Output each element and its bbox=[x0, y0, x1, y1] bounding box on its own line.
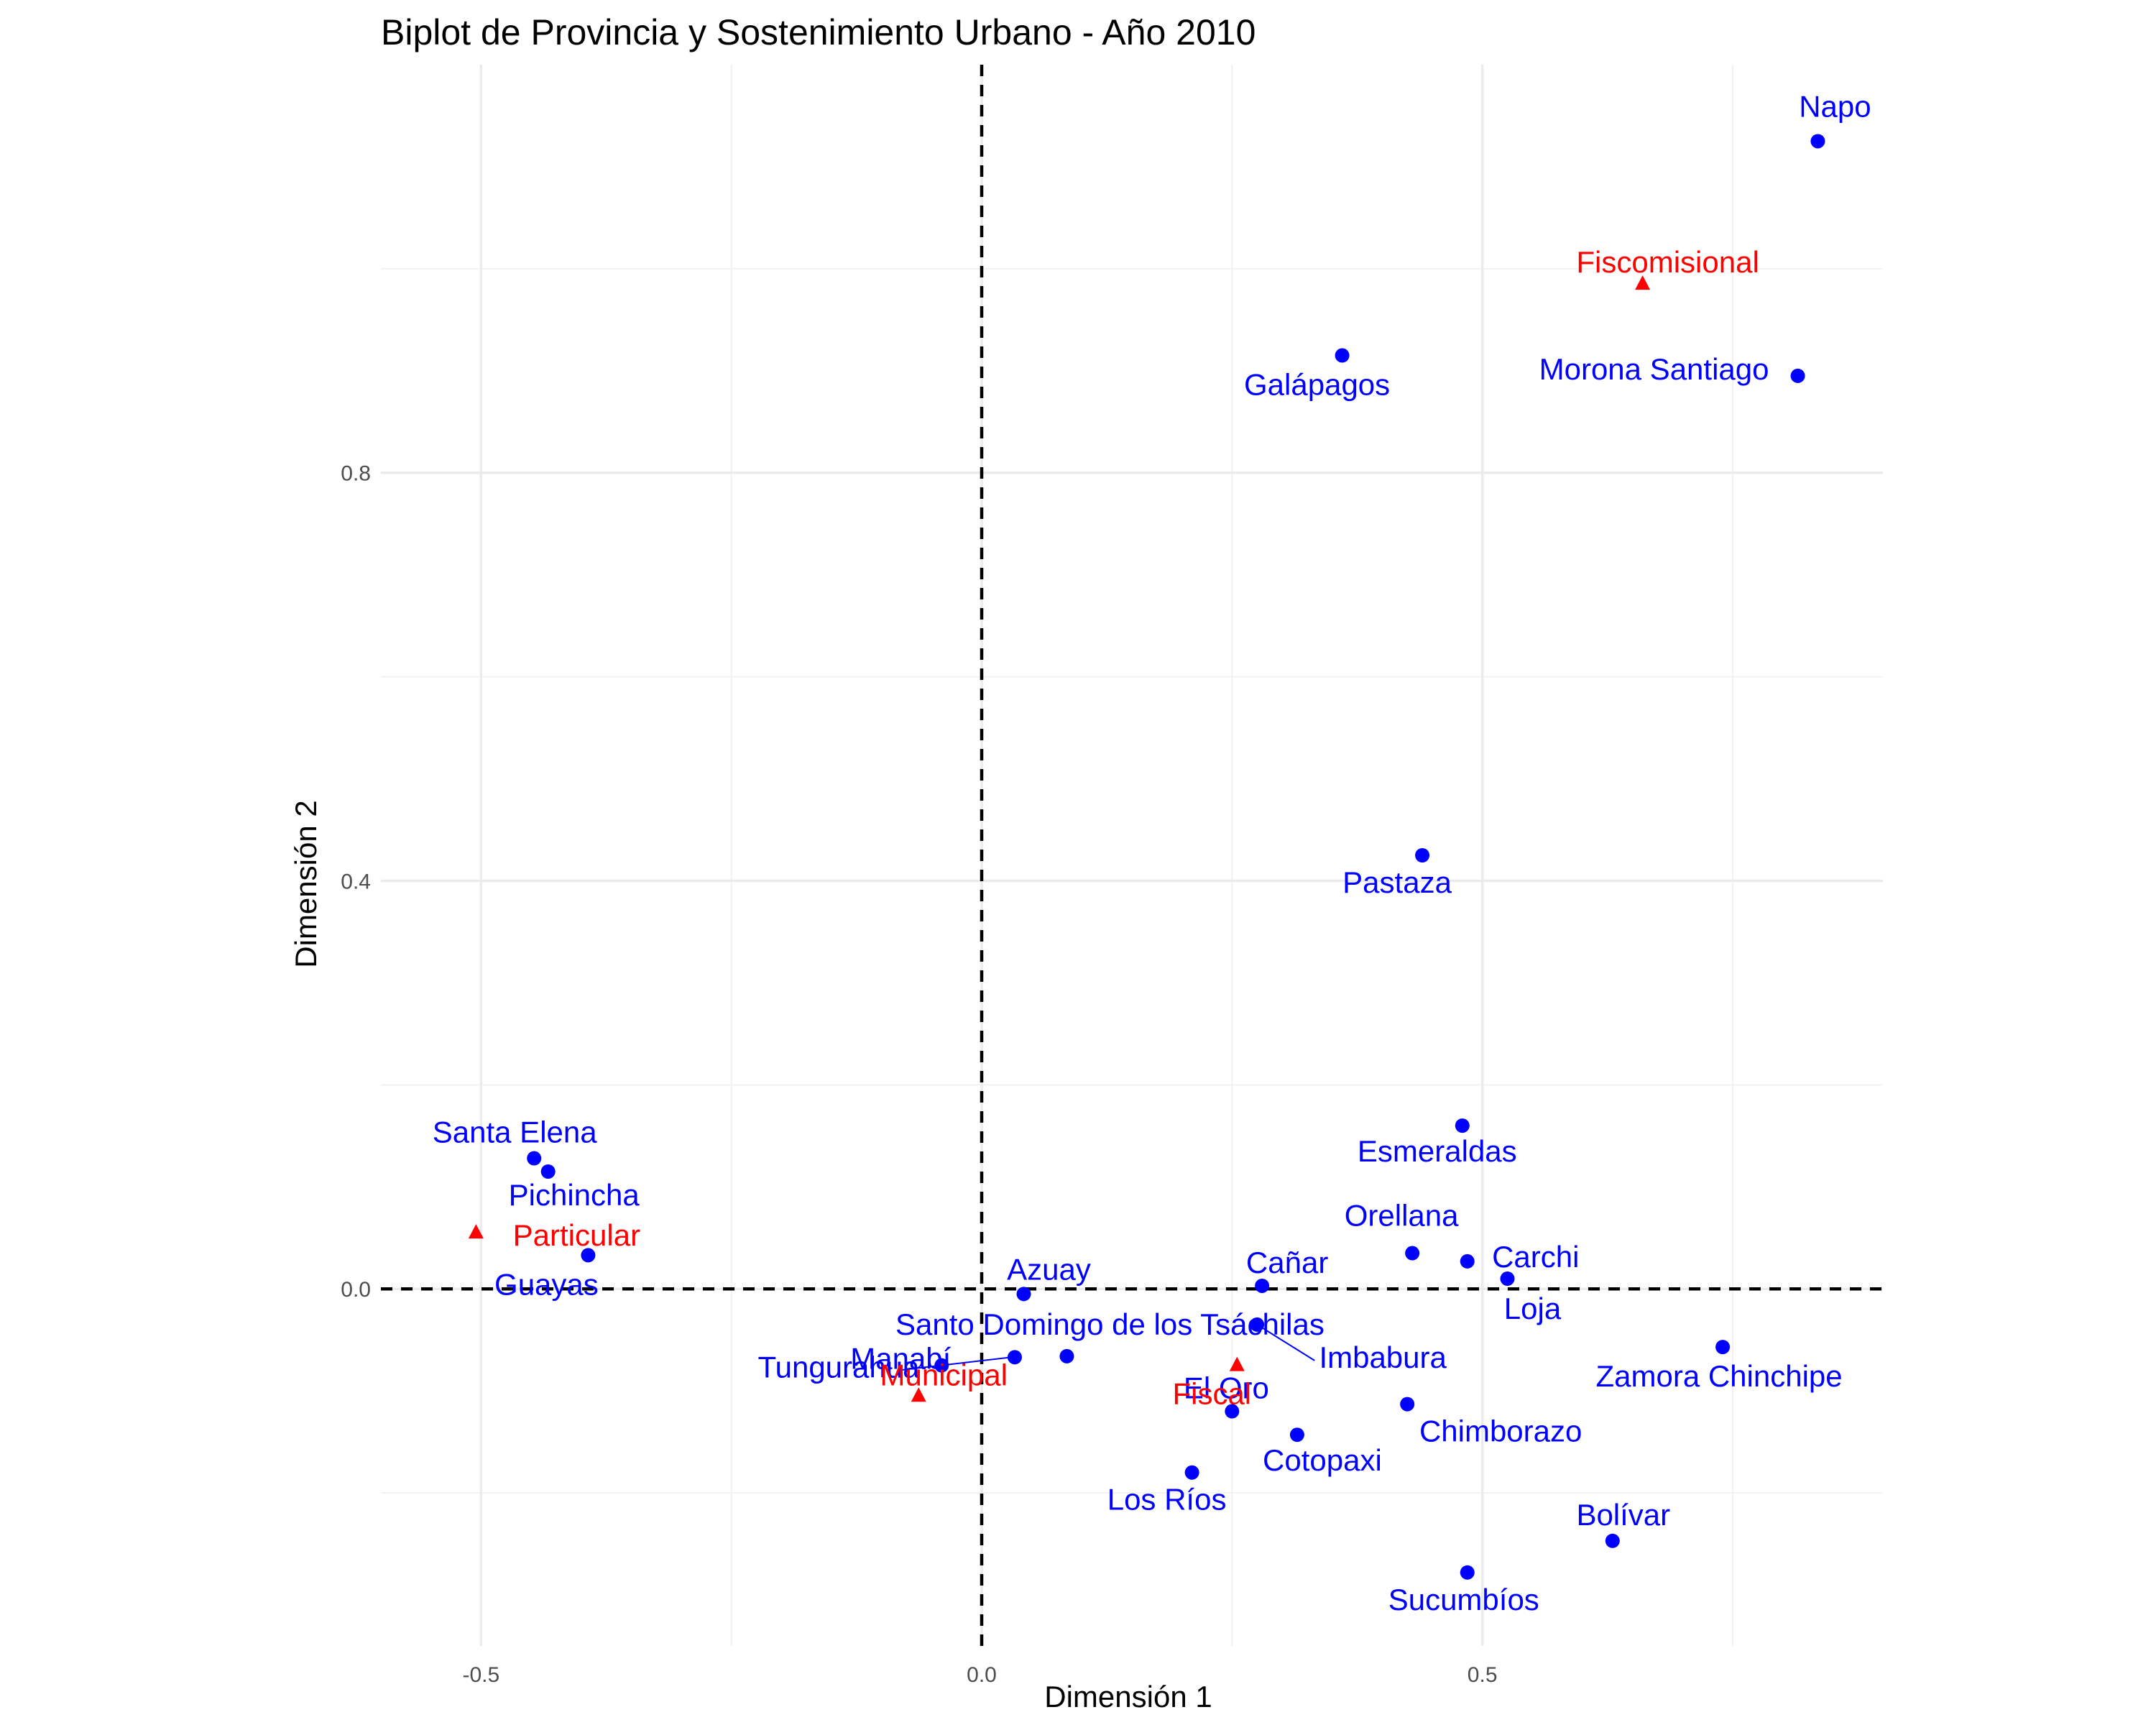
label-manabi: Manabí bbox=[850, 1342, 951, 1376]
y-tick-label: 0.0 bbox=[341, 1278, 371, 1302]
x-tick-label: -0.5 bbox=[462, 1663, 499, 1687]
point-galapagos bbox=[1335, 348, 1350, 363]
point-imbabura bbox=[1250, 1317, 1265, 1332]
label-guayas: Guayas bbox=[494, 1267, 599, 1301]
y-tick-label: 0.4 bbox=[341, 870, 371, 893]
point-los-rios bbox=[1184, 1465, 1199, 1480]
connector-imbabura bbox=[1256, 1324, 1315, 1361]
label-galapagos: Galápagos bbox=[1244, 368, 1390, 402]
point-carchi bbox=[1460, 1254, 1475, 1269]
point-manabi bbox=[934, 1358, 949, 1373]
triangle-fiscal bbox=[1229, 1356, 1245, 1371]
label-carchi: Carchi bbox=[1492, 1240, 1579, 1274]
label-pichincha: Pichincha bbox=[509, 1178, 640, 1212]
x-axis-title: Dimensión 1 bbox=[1044, 1680, 1212, 1714]
label-cotopaxi: Cotopaxi bbox=[1263, 1443, 1382, 1477]
label-orellana: Orellana bbox=[1345, 1199, 1459, 1233]
point-guayas bbox=[581, 1248, 596, 1263]
point-labels: Napo Morona Santiago Galápagos Pastaza Esmer… bbox=[433, 89, 1871, 1616]
point-loja bbox=[1500, 1271, 1515, 1287]
point-canar bbox=[1255, 1278, 1270, 1293]
label-napo: Napo bbox=[1799, 89, 1871, 123]
label-morona-santiago: Morona Santiago bbox=[1539, 352, 1769, 386]
label-sucumbios: Sucumbíos bbox=[1388, 1583, 1539, 1616]
label-chimborazo: Chimborazo bbox=[1419, 1414, 1582, 1448]
point-esmeraldas bbox=[1455, 1118, 1470, 1133]
label-zamora-chinchipe: Zamora Chinchipe bbox=[1595, 1359, 1842, 1393]
point-azuay bbox=[1016, 1287, 1031, 1302]
label-particular: Particular bbox=[513, 1218, 640, 1252]
label-fiscomisional: Fiscomisional bbox=[1576, 245, 1759, 279]
tick-labels: -0.5 0.0 0.5 0.0 0.4 0.8 bbox=[341, 462, 1497, 1687]
point-morona-santiago bbox=[1790, 368, 1805, 383]
triangle-fiscomisional bbox=[1635, 275, 1651, 290]
point-santa-elena bbox=[527, 1151, 542, 1166]
point-el-oro bbox=[1225, 1404, 1240, 1419]
label-pastaza: Pastaza bbox=[1342, 865, 1452, 899]
point-sucumbios bbox=[1460, 1565, 1475, 1580]
y-axis-title: Dimensión 2 bbox=[289, 800, 323, 967]
label-connectors bbox=[899, 1324, 1315, 1371]
label-fiscal: Fiscal bbox=[1172, 1377, 1251, 1411]
connector-tungurahua bbox=[899, 1356, 1012, 1371]
point-orellana bbox=[1405, 1246, 1420, 1261]
point-pichincha bbox=[540, 1164, 556, 1179]
label-bolivar: Bolívar bbox=[1576, 1498, 1670, 1532]
label-santa-elena: Santa Elena bbox=[433, 1116, 597, 1149]
label-los-rios: Los Ríos bbox=[1107, 1483, 1227, 1517]
x-tick-label: 0.5 bbox=[1468, 1663, 1498, 1687]
point-cotopaxi bbox=[1289, 1427, 1304, 1443]
label-municipal: Municipal bbox=[880, 1358, 1008, 1392]
point-pastaza bbox=[1415, 848, 1430, 862]
label-santo-domingo-de-los-tsachilas: Santo Domingo de los Tsáchilas bbox=[895, 1307, 1325, 1341]
label-azuay: Azuay bbox=[1007, 1252, 1091, 1286]
grid bbox=[381, 65, 1883, 1646]
data-points bbox=[468, 134, 1825, 1580]
label-imbabura: Imbabura bbox=[1319, 1340, 1447, 1374]
label-esmeraldas: Esmeraldas bbox=[1358, 1134, 1517, 1168]
triangle-particular bbox=[468, 1224, 484, 1239]
x-tick-label: 0.0 bbox=[967, 1663, 997, 1687]
point-tungurahua bbox=[1007, 1350, 1022, 1365]
point-chimborazo bbox=[1400, 1397, 1415, 1412]
point-zamora-chinchipe bbox=[1715, 1340, 1731, 1355]
reference-lines bbox=[381, 65, 1883, 1646]
label-loja: Loja bbox=[1504, 1292, 1562, 1325]
point-bolivar bbox=[1605, 1533, 1620, 1548]
chart-title: Biplot de Provincia y Sostenimiento Urba… bbox=[381, 12, 1256, 52]
label-tungurahua: Tungurahua bbox=[758, 1350, 921, 1384]
label-el-oro: El Oro bbox=[1184, 1371, 1269, 1405]
y-tick-label: 0.8 bbox=[341, 462, 371, 486]
point-santo-domingo-de-los-tsachilas bbox=[1059, 1348, 1074, 1363]
triangle-municipal bbox=[911, 1387, 926, 1402]
label-canar: Cañar bbox=[1246, 1246, 1328, 1279]
point-napo bbox=[1810, 134, 1825, 149]
